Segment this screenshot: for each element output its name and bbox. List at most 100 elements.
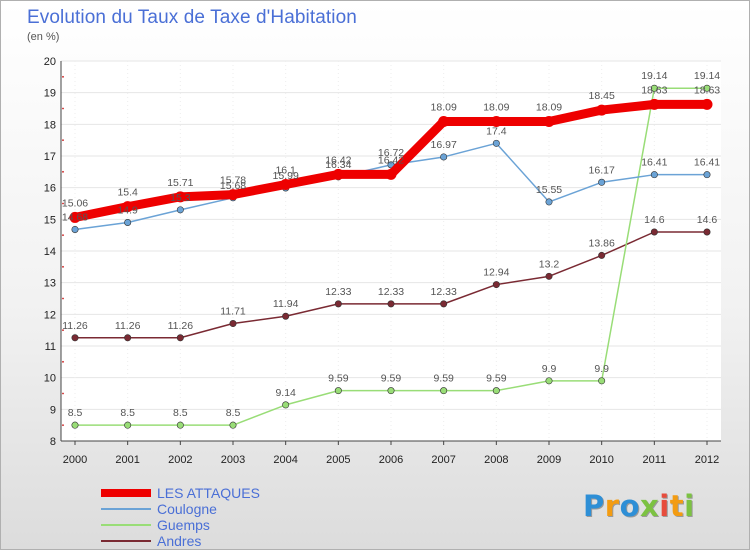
data-point xyxy=(282,401,290,409)
data-point xyxy=(69,211,81,223)
data-label: 12.94 xyxy=(483,267,509,279)
data-label: 16.72 xyxy=(378,147,404,159)
y-minor-tick xyxy=(62,234,64,237)
data-label: 17.4 xyxy=(486,125,507,137)
data-label: 14.6 xyxy=(697,214,718,226)
data-point xyxy=(71,334,79,342)
x-tick-label: 2008 xyxy=(484,454,508,466)
data-point xyxy=(440,300,448,308)
data-point xyxy=(122,201,134,213)
data-label: 11.71 xyxy=(220,306,246,318)
x-tick-label: 2005 xyxy=(326,454,350,466)
y-minor-tick xyxy=(62,170,64,173)
data-point xyxy=(492,281,500,289)
data-label: 15.71 xyxy=(167,177,193,189)
data-point xyxy=(174,191,186,203)
data-point xyxy=(124,334,132,342)
data-label: 12.33 xyxy=(325,286,351,298)
legend-label: Coulogne xyxy=(157,501,217,517)
data-point xyxy=(332,168,344,180)
data-label: 16.41 xyxy=(641,157,667,169)
data-point xyxy=(543,115,555,127)
chart-data-labels: 11.26 11.26 11.26 11.71 11.94 12.33 12.33 12.33… xyxy=(62,70,720,419)
data-label: 9.59 xyxy=(328,373,349,385)
data-label: 14.9 xyxy=(117,205,138,217)
data-point xyxy=(227,189,239,201)
data-label: 18.45 xyxy=(589,90,615,102)
data-label: 16.17 xyxy=(589,164,615,176)
data-point xyxy=(703,228,711,236)
data-label: 18.09 xyxy=(536,101,562,113)
data-label: 8.5 xyxy=(173,407,188,419)
logo-letter: i xyxy=(684,489,695,523)
data-point xyxy=(492,139,500,147)
y-tick-label: 12 xyxy=(44,309,56,321)
data-label: 16.34 xyxy=(325,159,351,171)
data-point xyxy=(282,312,290,320)
x-tick-label: 2011 xyxy=(643,454,667,466)
data-label: 15.68 xyxy=(220,180,246,192)
data-label: 16.97 xyxy=(431,139,457,151)
logo-letter: t xyxy=(669,489,685,523)
x-tick-label: 2009 xyxy=(537,454,561,466)
x-tick-label: 2001 xyxy=(115,454,139,466)
data-point xyxy=(334,387,342,395)
data-point xyxy=(438,115,450,127)
y-minor-tick xyxy=(62,424,64,427)
data-point xyxy=(176,334,184,342)
y-tick-label: 13 xyxy=(44,278,56,290)
data-point xyxy=(440,153,448,161)
data-label: 16.1 xyxy=(275,165,296,177)
y-tick-label: 19 xyxy=(44,88,56,100)
x-tick-label: 2000 xyxy=(63,454,87,466)
data-point xyxy=(334,300,342,308)
data-label: 13.86 xyxy=(589,237,615,249)
logo-letter: o xyxy=(619,489,641,523)
data-point xyxy=(71,225,79,233)
data-point xyxy=(650,171,658,179)
logo-letter: r xyxy=(604,489,620,523)
data-label: 18.63 xyxy=(694,84,720,96)
x-tick-label: 2003 xyxy=(221,454,245,466)
data-point xyxy=(545,272,553,280)
y-minor-tick xyxy=(62,139,64,142)
x-tick-label: 2012 xyxy=(695,454,719,466)
data-point xyxy=(124,219,132,227)
legend-label: Andres xyxy=(157,533,202,549)
logo-letter: x xyxy=(640,489,660,523)
data-label: 16.42 xyxy=(378,154,404,166)
data-point xyxy=(280,179,292,190)
data-point xyxy=(124,421,132,429)
data-point xyxy=(701,98,713,110)
data-point xyxy=(176,206,184,214)
data-point xyxy=(598,178,606,186)
x-tick-label: 2006 xyxy=(379,454,403,466)
data-label: 18.09 xyxy=(483,101,509,113)
data-point xyxy=(387,300,395,308)
data-label: 9.59 xyxy=(381,373,402,385)
x-tick-label: 2007 xyxy=(431,454,455,466)
data-label: 8.5 xyxy=(68,407,83,419)
data-label: 18.09 xyxy=(431,101,457,113)
data-label: 14.68 xyxy=(62,211,88,223)
data-label: 11.26 xyxy=(168,320,194,332)
data-label: 18.63 xyxy=(641,84,667,96)
x-tick-label: 2004 xyxy=(273,454,297,466)
y-minor-tick xyxy=(62,107,64,110)
data-point xyxy=(598,377,606,385)
logo-letter: i xyxy=(659,489,670,523)
data-point xyxy=(650,228,658,236)
data-point xyxy=(492,387,500,395)
legend-label: Guemps xyxy=(157,517,210,533)
proxiti-logo: Proxiti xyxy=(583,489,695,523)
data-label: 16.41 xyxy=(694,157,720,169)
y-minor-tick xyxy=(62,329,64,332)
data-point xyxy=(176,421,184,429)
legend-label: LES ATTAQUES xyxy=(157,485,260,501)
data-label: 15.3 xyxy=(170,192,191,204)
data-point xyxy=(545,198,553,206)
data-point xyxy=(650,84,658,92)
data-label: 15.06 xyxy=(62,197,88,209)
